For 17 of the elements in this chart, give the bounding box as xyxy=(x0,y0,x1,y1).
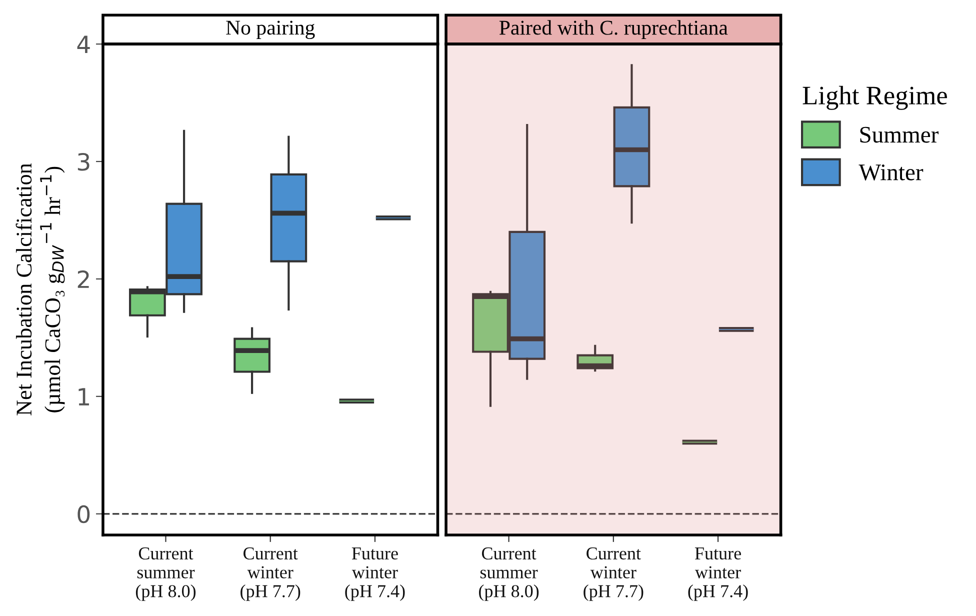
legend-label: Winter xyxy=(858,164,924,180)
x-tick-label: Current summer (pH 8.0) xyxy=(136,547,196,601)
legend-label: Summer xyxy=(860,126,939,143)
y-tick-label: 3 xyxy=(78,152,90,171)
x-tick-label: Future winter (pH 7.4) xyxy=(688,548,748,601)
y-tick-label: 0 xyxy=(78,505,90,524)
x-tick-label: Current winter (pH 7.7) xyxy=(584,547,644,601)
y-tick-label: 4 xyxy=(77,36,90,54)
chart-title: No pairing xyxy=(226,20,315,40)
x-tick-label: Future winter (pH 7.4) xyxy=(345,548,405,601)
x-tick-label: Current winter (pH 7.7) xyxy=(240,547,300,601)
chart-title: Paired with C. ruprechtiana xyxy=(499,20,728,40)
y-tick-label: 2 xyxy=(78,270,89,288)
legend-title: Light Regime xyxy=(802,86,947,110)
y-tick-label: 1 xyxy=(78,388,89,406)
y-axis-title: Net Incubation Calcification (µmol CaCO₃ g$_{DW}$$^{−1}$ hr$^{−1}$) xyxy=(16,163,65,416)
x-tick-label: Current summer (pH 8.0) xyxy=(479,547,539,601)
